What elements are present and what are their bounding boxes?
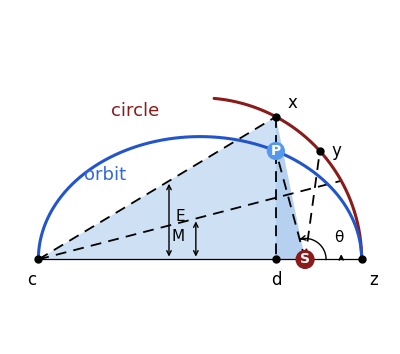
Text: θ: θ <box>334 230 344 245</box>
Circle shape <box>296 251 314 268</box>
Text: x: x <box>287 94 297 112</box>
Polygon shape <box>38 117 276 259</box>
Text: d: d <box>271 271 281 289</box>
Text: orbit: orbit <box>84 166 126 184</box>
Polygon shape <box>276 117 305 259</box>
Text: M: M <box>172 229 184 245</box>
Text: P: P <box>271 144 281 158</box>
Text: S: S <box>300 252 310 267</box>
Text: z: z <box>370 271 378 289</box>
Circle shape <box>268 143 284 159</box>
Text: E: E <box>176 209 185 224</box>
Text: c: c <box>27 271 36 289</box>
Text: y: y <box>331 142 341 160</box>
Text: circle: circle <box>111 102 159 120</box>
